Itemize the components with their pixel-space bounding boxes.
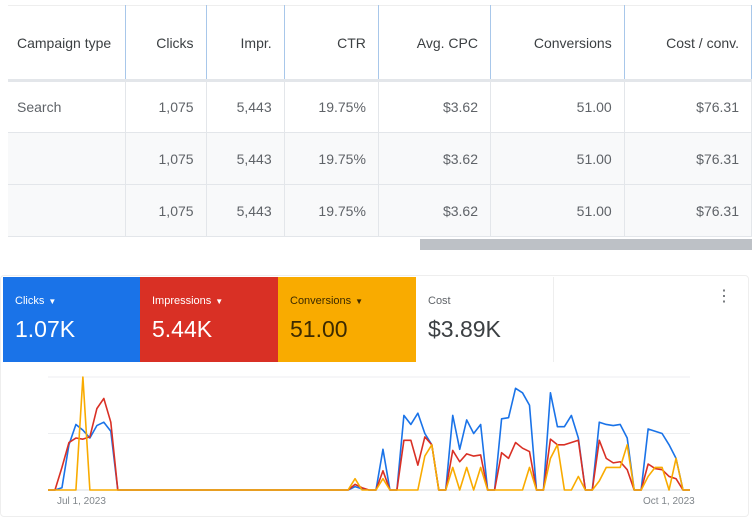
campaign-table: Campaign type Clicks Impr. CTR Avg. CPC … [8, 5, 753, 237]
table-cell: $3.62 [378, 184, 492, 237]
table-row[interactable]: Search 1,075 5,443 19.75% $3.62 51.00 $76.31 [8, 80, 753, 133]
horizontal-scrollbar[interactable] [420, 239, 752, 250]
table-cell: $76.31 [624, 184, 753, 237]
table-cell: 51.00 [490, 184, 625, 237]
caret-down-icon[interactable]: ▼ [355, 297, 364, 306]
more-options-icon[interactable]: ⋮ [716, 288, 732, 305]
table-cell: 1,075 [125, 132, 207, 185]
col-ctr[interactable]: CTR [284, 5, 379, 82]
col-clicks[interactable]: Clicks [125, 5, 207, 82]
performance-chart [48, 376, 690, 491]
table-cell [8, 184, 126, 237]
table-cell: 19.75% [284, 184, 379, 237]
table-row[interactable]: 1,075 5,443 19.75% $3.62 51.00 $76.31 [8, 132, 753, 185]
table-header-row: Campaign type Clicks Impr. CTR Avg. CPC … [8, 5, 753, 82]
x-axis-end-label: Oct 1, 2023 [643, 496, 695, 507]
scorecard-value: 51.00 [290, 316, 348, 342]
table-cell: 19.75% [284, 132, 379, 185]
table-cell: 5,443 [206, 132, 285, 185]
scorecard-label: Clicks [15, 295, 45, 307]
col-campaign-type[interactable]: Campaign type [8, 5, 126, 82]
col-cost-per-conv[interactable]: Cost / conv. [624, 5, 753, 82]
x-axis-start-label: Jul 1, 2023 [57, 496, 106, 507]
table-row[interactable]: 1,075 5,443 19.75% $3.62 51.00 $76.31 [8, 184, 753, 237]
col-impr[interactable]: Impr. [206, 5, 285, 82]
series-line-impressions [48, 397, 690, 491]
caret-down-icon[interactable]: ▼ [48, 297, 57, 306]
col-conversions[interactable]: Conversions [490, 5, 625, 82]
col-avg-cpc[interactable]: Avg. CPC [378, 5, 492, 82]
scorecard-label: Conversions [290, 295, 352, 307]
table-cell: 1,075 [125, 184, 207, 237]
scorecard-value: 5.44K [152, 316, 213, 342]
series-line-conversions [48, 376, 690, 491]
table-cell: $76.31 [624, 80, 753, 133]
table-cell: 1,075 [125, 80, 207, 133]
caret-down-icon[interactable]: ▼ [215, 297, 224, 306]
scorecard-cost[interactable]: Cost $3.89K [416, 277, 554, 362]
scorecard-value: 1.07K [15, 316, 76, 342]
scorecard-label: Cost [428, 295, 451, 307]
scorecard-conversions[interactable]: Conversions ▼ 51.00 [278, 277, 416, 362]
scorecard-clicks[interactable]: Clicks ▼ 1.07K [3, 277, 141, 362]
table-cell: 5,443 [206, 184, 285, 237]
table-cell: 5,443 [206, 80, 285, 133]
table-cell: Search [8, 80, 126, 133]
table-cell: 51.00 [490, 80, 625, 133]
scorecard-label: Impressions [152, 295, 212, 307]
table-cell: $3.62 [378, 132, 492, 185]
scorecard-value: $3.89K [428, 316, 501, 342]
table-cell [8, 132, 126, 185]
table-cell: $3.62 [378, 80, 492, 133]
table-cell: $76.31 [624, 132, 753, 185]
table-cell: 51.00 [490, 132, 625, 185]
table-cell: 19.75% [284, 80, 379, 133]
performance-panel [0, 275, 749, 517]
scorecard-impressions[interactable]: Impressions ▼ 5.44K [140, 277, 278, 362]
